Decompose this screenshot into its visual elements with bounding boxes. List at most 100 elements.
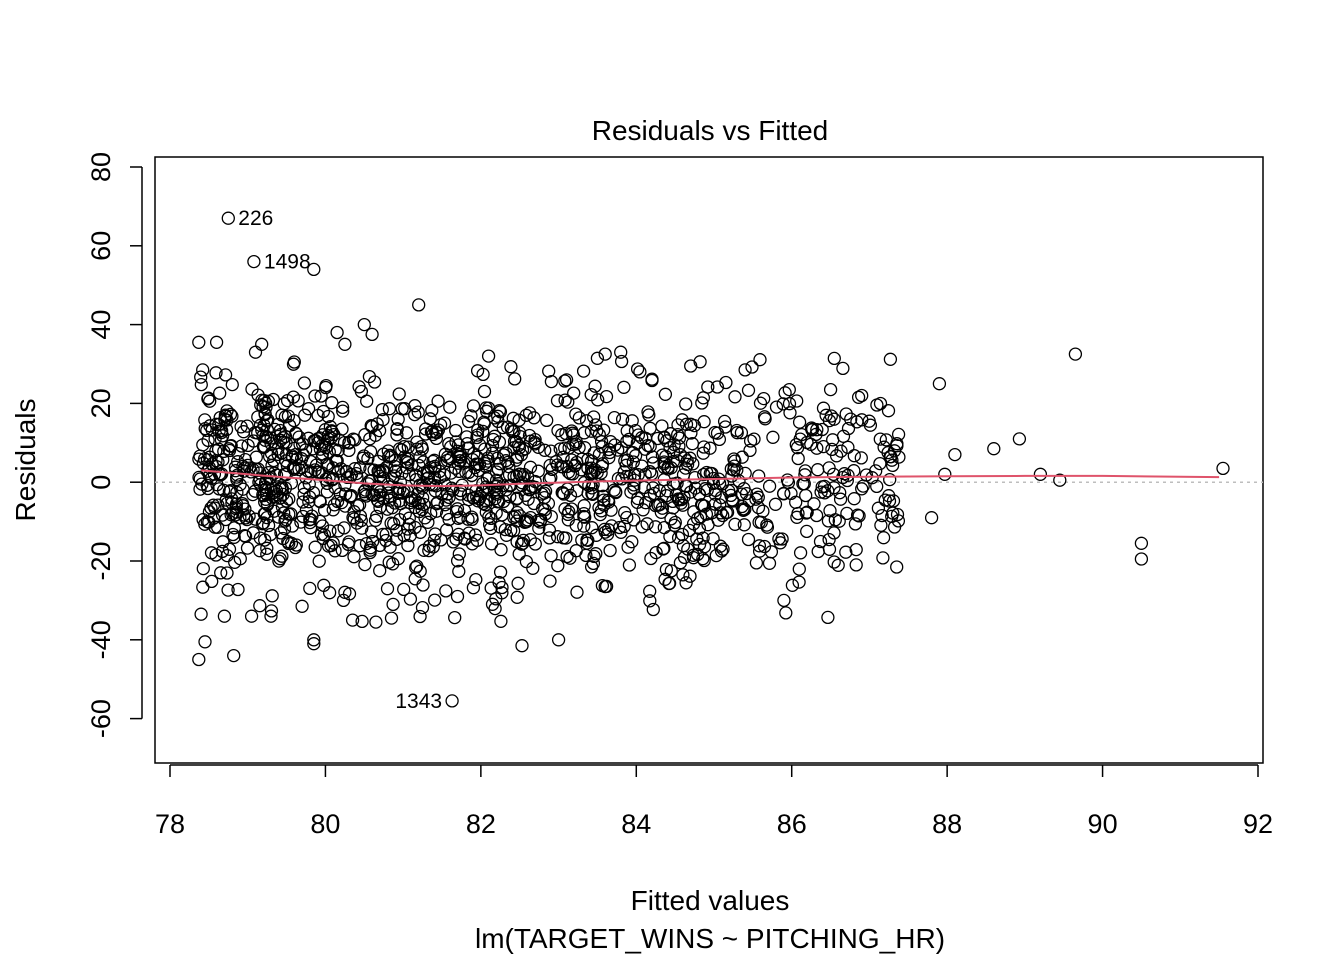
- data-point: [792, 575, 806, 589]
- data-point: [670, 454, 685, 468]
- data-point: [208, 520, 222, 534]
- data-point: [522, 406, 537, 420]
- data-point: [890, 439, 904, 453]
- data-point: [229, 500, 243, 514]
- data-point: [369, 509, 384, 524]
- data-point: [220, 548, 234, 563]
- data-point: [654, 505, 668, 519]
- data-point: [196, 580, 210, 594]
- data-point: [485, 597, 500, 611]
- data-point: [234, 439, 249, 453]
- data-point: [737, 518, 751, 532]
- data-point: [643, 439, 657, 454]
- data-point: [196, 512, 210, 527]
- data-point: [890, 507, 905, 522]
- data-point: [815, 422, 829, 437]
- data-point: [276, 487, 290, 502]
- data-point: [488, 429, 502, 443]
- data-point: [499, 446, 513, 460]
- data-point: [439, 584, 453, 598]
- data-point: [315, 447, 330, 461]
- data-point: [208, 432, 222, 446]
- data-point: [849, 542, 863, 557]
- data-point: [560, 549, 574, 564]
- data-point: [890, 560, 904, 574]
- data-point: [443, 452, 458, 466]
- data-point: [370, 480, 385, 494]
- data-point: [874, 518, 888, 532]
- x-axis-label: Fitted values: [631, 885, 790, 916]
- data-point: [479, 480, 493, 494]
- data-point: [212, 424, 226, 438]
- data-point: [671, 531, 686, 545]
- data-point: [516, 533, 531, 548]
- data-point: [764, 545, 779, 559]
- smooth-line-group: [201, 469, 1220, 488]
- data-point: [790, 394, 804, 408]
- data-point: [354, 513, 368, 528]
- data-point: [413, 525, 428, 539]
- data-point: [569, 518, 583, 533]
- data-point: [361, 451, 375, 466]
- data-point: [477, 384, 492, 399]
- data-point: [627, 481, 641, 495]
- data-point: [581, 486, 595, 500]
- data-point: [619, 469, 634, 484]
- data-point: [848, 517, 863, 531]
- data-point: [709, 548, 723, 563]
- data-point: [693, 355, 707, 369]
- data-point: [657, 457, 671, 471]
- data-point: [225, 377, 239, 392]
- data-point: [430, 426, 444, 440]
- data-point: [728, 390, 742, 404]
- data-point: [687, 505, 701, 519]
- data-point: [811, 463, 825, 477]
- data-point: [577, 499, 591, 513]
- data-point: [345, 613, 360, 627]
- data-point: [753, 353, 767, 367]
- data-point: [855, 388, 869, 403]
- data-point: [876, 551, 890, 565]
- data-point: [816, 401, 831, 415]
- data-point: [553, 442, 567, 456]
- data-point: [338, 337, 352, 351]
- data-point: [1033, 467, 1048, 481]
- data-point: [298, 408, 312, 422]
- data-point: [453, 454, 467, 468]
- data-point: [301, 402, 316, 416]
- data-point: [495, 586, 509, 600]
- data-point: [330, 325, 344, 340]
- data-point: [466, 581, 481, 595]
- data-point: [682, 523, 697, 538]
- data-point: [451, 456, 465, 470]
- data-point: [207, 467, 222, 481]
- data-point: [850, 415, 864, 429]
- data-point: [312, 554, 326, 568]
- data-point: [259, 396, 273, 410]
- data-point: [449, 532, 463, 546]
- data-point: [353, 509, 368, 523]
- data-point: [219, 422, 234, 437]
- data-point: [881, 445, 895, 460]
- data-point: [873, 432, 887, 446]
- data-point: [353, 539, 367, 553]
- data-point: [412, 458, 426, 473]
- data-point: [278, 514, 292, 528]
- y-tick-label: 60: [86, 231, 116, 261]
- data-point: [196, 438, 210, 452]
- data-point: [275, 408, 289, 422]
- data-point: [450, 554, 465, 568]
- data-point: [255, 337, 269, 351]
- data-point: [365, 327, 379, 342]
- data-point: [847, 449, 861, 463]
- data-point: [544, 444, 558, 458]
- data-point: [855, 482, 869, 496]
- data-point: [569, 544, 583, 558]
- data-point: [210, 478, 224, 492]
- data-point: [741, 532, 756, 547]
- data-point: [745, 360, 759, 374]
- data-point: [684, 426, 698, 440]
- data-point: [577, 426, 591, 440]
- data-point: [341, 537, 356, 552]
- data-point: [346, 432, 360, 446]
